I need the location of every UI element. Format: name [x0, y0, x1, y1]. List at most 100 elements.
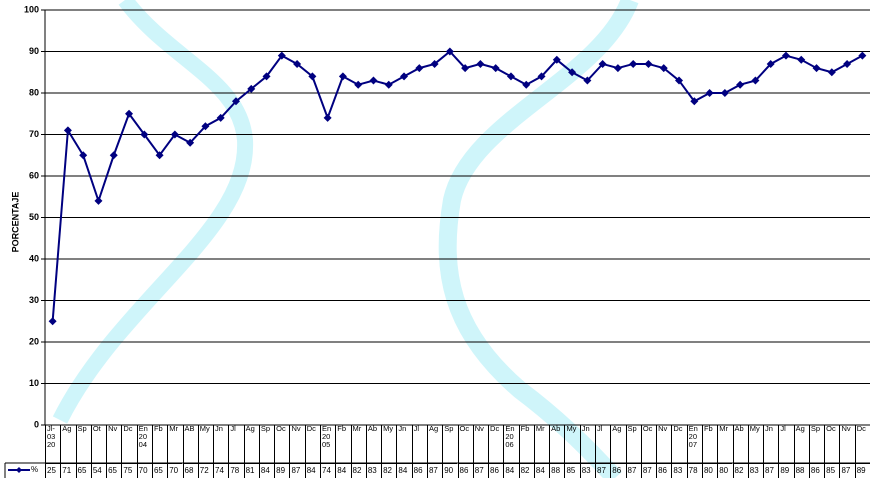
table-value: 71	[60, 463, 76, 478]
table-value: 25	[45, 463, 61, 478]
x-category-label: My	[564, 425, 579, 463]
data-point	[491, 64, 500, 73]
data-point	[659, 64, 668, 73]
data-point	[583, 76, 592, 85]
table-value: 82	[518, 463, 534, 478]
data-point	[613, 64, 622, 73]
data-point	[675, 76, 684, 85]
x-category-label: Mr	[350, 425, 366, 463]
data-point	[751, 76, 760, 85]
data-point	[308, 72, 317, 81]
table-value: 75	[121, 463, 137, 478]
background-swirl	[52, 0, 254, 424]
table-value: 68	[182, 463, 198, 478]
data-point	[629, 59, 638, 68]
data-point	[461, 64, 470, 73]
x-category-label: My	[747, 425, 763, 463]
data-point	[552, 55, 561, 64]
table-value: 82	[732, 463, 748, 478]
table-value: 83	[365, 463, 382, 478]
table-value: 84	[304, 463, 320, 478]
x-category-label: Nv	[106, 425, 121, 463]
x-category-label: Jn	[763, 425, 778, 463]
table-value: 74	[320, 463, 336, 478]
x-category-label: Mr	[167, 425, 182, 463]
legend-marker	[16, 467, 22, 473]
x-category-label: AB	[182, 425, 198, 463]
table-value: 87	[426, 463, 443, 478]
y-tick-label: 0	[34, 419, 39, 429]
table-value: 81	[243, 463, 259, 478]
table-value: 84	[335, 463, 351, 478]
x-category-label: Ot	[90, 425, 106, 463]
table-value: 90	[442, 463, 458, 478]
table-value: 88	[793, 463, 809, 478]
table-value: 87	[595, 463, 611, 478]
x-category-label: Dc	[304, 425, 320, 463]
data-point	[781, 51, 790, 60]
table-value: 72	[197, 463, 214, 478]
x-category-label: Ag	[60, 425, 75, 463]
table-value: 87	[640, 463, 657, 478]
data-point	[384, 80, 393, 89]
x-category-label: Ab	[549, 425, 564, 463]
x-category-label: Fb	[151, 425, 167, 463]
x-category-label: My	[197, 425, 213, 463]
table-value: 83	[579, 463, 595, 478]
data-point	[201, 122, 210, 131]
table-value: 83	[747, 463, 764, 478]
data-point	[140, 130, 149, 139]
table-value: 84	[258, 463, 275, 478]
legend-label: %	[31, 465, 39, 474]
y-tick-label: 50	[29, 212, 39, 222]
y-tick-label: 30	[29, 295, 39, 305]
data-point	[247, 84, 256, 93]
data-point	[506, 72, 515, 81]
x-category-label: Mr	[533, 425, 549, 463]
x-category-label: Nv	[472, 425, 488, 463]
x-category-label: Jl	[778, 425, 793, 463]
data-point	[186, 138, 195, 147]
table-value: 86	[488, 463, 504, 478]
x-category-label: En 20 04	[136, 425, 152, 463]
data-point	[827, 68, 836, 77]
table-value: 70	[167, 463, 183, 478]
y-tick-label: 80	[29, 87, 39, 97]
data-point	[522, 80, 531, 89]
x-category-label: Mr	[717, 425, 732, 463]
data-point	[843, 59, 852, 68]
x-category-label: Oc	[824, 425, 839, 463]
data-point	[231, 97, 240, 106]
data-point	[858, 51, 867, 60]
x-category-label: Sp	[442, 425, 457, 463]
table-value: 87	[839, 463, 855, 478]
table-value: 65	[106, 463, 122, 478]
x-category-label: Oc	[457, 425, 473, 463]
x-category-label: Jl	[595, 425, 610, 463]
x-category-label: Jl	[411, 425, 427, 463]
table-value: 89	[854, 463, 870, 478]
table-value: 87	[625, 463, 641, 478]
x-category-label: En 20 06	[503, 425, 518, 463]
data-point	[125, 109, 134, 118]
x-category-label: Ag	[243, 425, 259, 463]
data-point	[216, 113, 225, 122]
data-point	[445, 47, 454, 56]
data-point	[736, 80, 745, 89]
table-value: 78	[228, 463, 244, 478]
x-category-label: En 20 07	[686, 425, 702, 463]
x-category-label: Nv	[656, 425, 671, 463]
table-value: 86	[656, 463, 672, 478]
x-category-label: Oc	[640, 425, 656, 463]
x-category-label: Fb	[335, 425, 350, 463]
data-point	[812, 64, 821, 73]
data-point	[690, 97, 699, 106]
x-category-label: Dc	[671, 425, 686, 463]
data-point	[720, 89, 729, 97]
x-category-label: Jn	[213, 425, 228, 463]
data-point	[476, 59, 485, 68]
x-category-label: Jn	[396, 425, 411, 463]
x-category-label: Ag	[793, 425, 809, 463]
